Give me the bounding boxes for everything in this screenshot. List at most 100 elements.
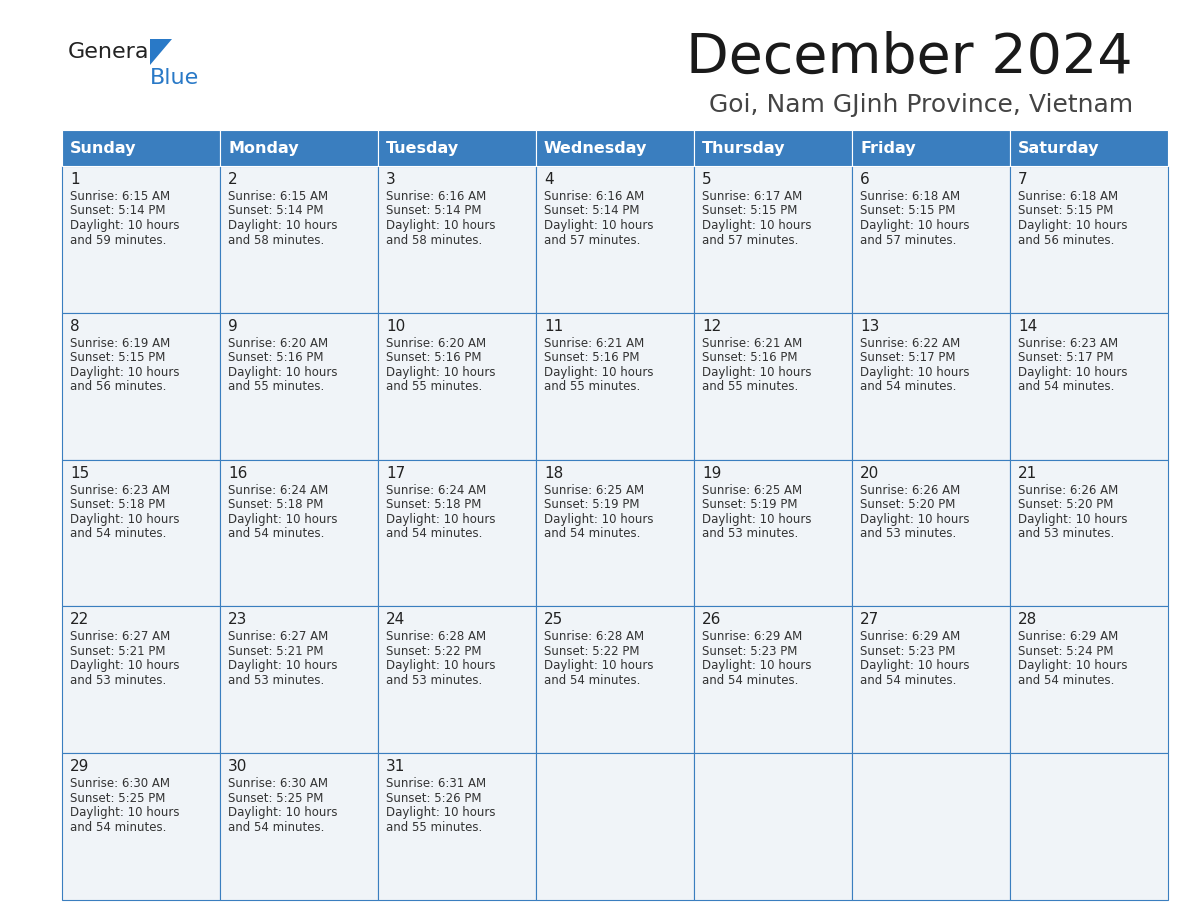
Text: 28: 28 (1018, 612, 1037, 627)
Text: 9: 9 (228, 319, 238, 334)
Text: Sunset: 5:14 PM: Sunset: 5:14 PM (228, 205, 323, 218)
Text: Daylight: 10 hours: Daylight: 10 hours (702, 512, 811, 526)
Text: Sunset: 5:25 PM: Sunset: 5:25 PM (228, 791, 323, 805)
Text: Daylight: 10 hours: Daylight: 10 hours (544, 365, 653, 379)
Bar (694, 460, 852, 607)
Text: Monday: Monday (228, 140, 298, 155)
Bar (536, 607, 694, 753)
Text: and 53 minutes.: and 53 minutes. (1018, 527, 1114, 540)
Bar (852, 130, 1010, 166)
Text: Daylight: 10 hours: Daylight: 10 hours (1018, 512, 1127, 526)
Text: Sunrise: 6:18 AM: Sunrise: 6:18 AM (1018, 190, 1118, 203)
Text: Sunrise: 6:17 AM: Sunrise: 6:17 AM (702, 190, 802, 203)
Text: Sunrise: 6:30 AM: Sunrise: 6:30 AM (228, 778, 328, 790)
Text: 26: 26 (702, 612, 721, 627)
Bar (62, 313, 220, 460)
Text: and 53 minutes.: and 53 minutes. (228, 674, 324, 687)
Text: 4: 4 (544, 172, 554, 187)
Bar (1010, 130, 1168, 166)
Text: Sunset: 5:16 PM: Sunset: 5:16 PM (228, 352, 323, 364)
Text: and 58 minutes.: and 58 minutes. (386, 233, 482, 247)
Text: Sunset: 5:16 PM: Sunset: 5:16 PM (702, 352, 797, 364)
Text: Sunrise: 6:27 AM: Sunrise: 6:27 AM (228, 631, 328, 644)
Text: 27: 27 (860, 612, 879, 627)
Text: and 56 minutes.: and 56 minutes. (1018, 233, 1114, 247)
Bar (536, 130, 694, 166)
Text: 3: 3 (386, 172, 396, 187)
Text: 31: 31 (386, 759, 405, 774)
Text: Daylight: 10 hours: Daylight: 10 hours (386, 512, 495, 526)
Text: Sunset: 5:18 PM: Sunset: 5:18 PM (70, 498, 165, 511)
Text: Sunrise: 6:22 AM: Sunrise: 6:22 AM (860, 337, 960, 350)
Text: Sunrise: 6:15 AM: Sunrise: 6:15 AM (228, 190, 328, 203)
Bar (1010, 313, 1168, 460)
Text: Daylight: 10 hours: Daylight: 10 hours (228, 219, 337, 232)
Text: General: General (68, 42, 156, 62)
Text: and 54 minutes.: and 54 minutes. (544, 674, 640, 687)
Text: Blue: Blue (150, 68, 200, 88)
Bar (220, 607, 378, 753)
Bar (852, 460, 1010, 607)
Text: Sunrise: 6:19 AM: Sunrise: 6:19 AM (70, 337, 170, 350)
Bar (536, 313, 694, 460)
Text: Sunrise: 6:16 AM: Sunrise: 6:16 AM (544, 190, 644, 203)
Text: 19: 19 (702, 465, 721, 481)
Text: Sunset: 5:14 PM: Sunset: 5:14 PM (386, 205, 481, 218)
Bar (220, 753, 378, 900)
Bar (378, 130, 536, 166)
Bar (62, 166, 220, 313)
Text: Sunset: 5:22 PM: Sunset: 5:22 PM (386, 645, 481, 658)
Text: Daylight: 10 hours: Daylight: 10 hours (70, 806, 179, 819)
Text: Sunset: 5:19 PM: Sunset: 5:19 PM (702, 498, 797, 511)
Text: Sunset: 5:25 PM: Sunset: 5:25 PM (70, 791, 165, 805)
Text: 21: 21 (1018, 465, 1037, 481)
Text: Sunrise: 6:15 AM: Sunrise: 6:15 AM (70, 190, 170, 203)
Text: Daylight: 10 hours: Daylight: 10 hours (228, 806, 337, 819)
Bar (220, 166, 378, 313)
Text: and 55 minutes.: and 55 minutes. (386, 380, 482, 393)
Text: and 54 minutes.: and 54 minutes. (228, 821, 324, 834)
Text: 15: 15 (70, 465, 89, 481)
Text: and 54 minutes.: and 54 minutes. (1018, 674, 1114, 687)
Text: Sunset: 5:16 PM: Sunset: 5:16 PM (544, 352, 639, 364)
Text: Daylight: 10 hours: Daylight: 10 hours (70, 365, 179, 379)
Text: Thursday: Thursday (702, 140, 785, 155)
Text: 22: 22 (70, 612, 89, 627)
Text: Daylight: 10 hours: Daylight: 10 hours (1018, 659, 1127, 672)
Text: 30: 30 (228, 759, 247, 774)
Text: Daylight: 10 hours: Daylight: 10 hours (702, 219, 811, 232)
Text: Daylight: 10 hours: Daylight: 10 hours (228, 365, 337, 379)
Text: Sunset: 5:17 PM: Sunset: 5:17 PM (860, 352, 955, 364)
Text: Wednesday: Wednesday (544, 140, 647, 155)
Text: Daylight: 10 hours: Daylight: 10 hours (702, 365, 811, 379)
Text: Sunrise: 6:25 AM: Sunrise: 6:25 AM (702, 484, 802, 497)
Text: and 56 minutes.: and 56 minutes. (70, 380, 166, 393)
Text: Sunrise: 6:30 AM: Sunrise: 6:30 AM (70, 778, 170, 790)
Text: Daylight: 10 hours: Daylight: 10 hours (544, 219, 653, 232)
Text: 14: 14 (1018, 319, 1037, 334)
Bar (694, 607, 852, 753)
Text: Sunset: 5:19 PM: Sunset: 5:19 PM (544, 498, 639, 511)
Text: Sunrise: 6:26 AM: Sunrise: 6:26 AM (1018, 484, 1118, 497)
Text: Sunrise: 6:20 AM: Sunrise: 6:20 AM (386, 337, 486, 350)
Text: Sunset: 5:18 PM: Sunset: 5:18 PM (228, 498, 323, 511)
Text: and 58 minutes.: and 58 minutes. (228, 233, 324, 247)
Text: Daylight: 10 hours: Daylight: 10 hours (386, 219, 495, 232)
Text: Sunrise: 6:31 AM: Sunrise: 6:31 AM (386, 778, 486, 790)
Text: Sunrise: 6:20 AM: Sunrise: 6:20 AM (228, 337, 328, 350)
Text: and 57 minutes.: and 57 minutes. (860, 233, 956, 247)
Text: Sunrise: 6:27 AM: Sunrise: 6:27 AM (70, 631, 170, 644)
Text: Daylight: 10 hours: Daylight: 10 hours (1018, 365, 1127, 379)
Text: Daylight: 10 hours: Daylight: 10 hours (860, 365, 969, 379)
Text: Sunset: 5:14 PM: Sunset: 5:14 PM (70, 205, 165, 218)
Text: 18: 18 (544, 465, 563, 481)
Text: Daylight: 10 hours: Daylight: 10 hours (702, 659, 811, 672)
Text: Sunset: 5:15 PM: Sunset: 5:15 PM (860, 205, 955, 218)
Text: Sunset: 5:23 PM: Sunset: 5:23 PM (860, 645, 955, 658)
Text: and 54 minutes.: and 54 minutes. (860, 674, 956, 687)
Text: and 53 minutes.: and 53 minutes. (70, 674, 166, 687)
Text: 11: 11 (544, 319, 563, 334)
Text: Sunrise: 6:21 AM: Sunrise: 6:21 AM (544, 337, 644, 350)
Text: Sunset: 5:22 PM: Sunset: 5:22 PM (544, 645, 639, 658)
Bar (852, 166, 1010, 313)
